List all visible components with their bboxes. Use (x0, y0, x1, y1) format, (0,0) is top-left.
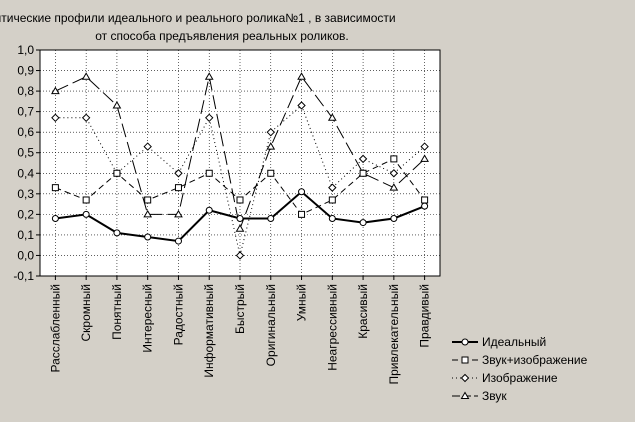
x-tick-label: Расслабленный (48, 284, 62, 373)
y-tick-label: 1,0 (17, 43, 34, 57)
data-point (236, 196, 244, 204)
data-point (112, 100, 122, 109)
data-point (205, 113, 214, 123)
data-point (205, 169, 213, 177)
data-point (297, 72, 306, 80)
data-point (204, 72, 214, 80)
data-point (298, 210, 306, 218)
data-point (267, 169, 275, 177)
legend-label: Изображение (482, 371, 558, 385)
x-tick-label: Привлекательный (387, 284, 401, 385)
data-point (328, 214, 336, 222)
data-point (390, 155, 398, 163)
series-4 (51, 72, 429, 232)
data-point (298, 188, 306, 196)
data-point (359, 169, 367, 177)
data-point (174, 237, 182, 245)
x-tick-label: Правдивый (418, 284, 432, 348)
data-point (174, 169, 183, 178)
x-tick-label: Скромный (79, 284, 93, 341)
x-tick-label: Оригинальный (264, 284, 278, 366)
data-point (235, 251, 245, 260)
x-tick-label: Интересный (141, 284, 155, 353)
data-point (81, 72, 91, 80)
legend-marker (460, 391, 470, 399)
x-tick-label: Информативный (202, 284, 216, 378)
y-tick-label: 0,0 (17, 248, 34, 262)
data-point (420, 154, 429, 162)
chart-title-line2: от способа предъявления реальных роликов… (95, 29, 349, 43)
data-point (266, 142, 276, 150)
data-point (358, 154, 368, 164)
data-point (51, 214, 59, 222)
series-1 (51, 188, 429, 245)
legend-entry: Звук (452, 389, 507, 403)
data-point (205, 206, 213, 214)
data-point (389, 183, 399, 191)
data-point (359, 219, 367, 227)
chart-title-line1: Семантические профили идеального и реаль… (0, 11, 396, 25)
legend-marker (460, 373, 470, 383)
data-point (420, 142, 429, 151)
plot-background (40, 50, 440, 276)
data-point (81, 113, 91, 123)
data-point (144, 233, 152, 241)
data-point (51, 86, 60, 95)
data-point (328, 183, 337, 192)
legend-entry: Идеальный (452, 335, 546, 349)
legend-label: Звук+изображение (482, 353, 588, 367)
y-tick-label: 0,6 (17, 125, 34, 139)
data-point (327, 113, 337, 121)
legend-entry: Изображение (452, 371, 558, 385)
data-point (267, 214, 275, 222)
x-tick-label: Понятный (110, 284, 124, 340)
x-tick-label: Красивый (356, 284, 370, 339)
data-point (143, 142, 152, 151)
data-point (82, 210, 90, 218)
data-point (82, 196, 90, 204)
legend-marker (461, 356, 469, 364)
y-tick-label: 0,8 (17, 84, 34, 98)
legend-label: Идеальный (482, 335, 546, 349)
data-point (421, 202, 429, 210)
plot-frame (39, 49, 441, 277)
legend: Идеальный Звук+изображение Изображение Звук (452, 335, 588, 403)
data-point (143, 209, 153, 218)
legend-entry: Звук+изображение (452, 353, 588, 367)
data-point (389, 169, 399, 178)
data-point (421, 196, 429, 204)
data-point (113, 229, 121, 237)
x-tick-label: Неагрессивный (325, 284, 339, 371)
data-point (235, 224, 245, 232)
y-tick-label: 0,1 (17, 228, 34, 242)
x-tick-label: Радостный (171, 284, 185, 345)
data-point (297, 101, 306, 110)
data-point (51, 184, 59, 192)
data-point (236, 214, 244, 222)
y-tick-label: 0,7 (17, 105, 34, 119)
y-tick-label: 0,3 (17, 187, 34, 201)
data-point (113, 169, 121, 177)
y-tick-label: 0,5 (17, 146, 34, 160)
data-point (144, 196, 152, 204)
x-tick-label: Умный (295, 284, 309, 321)
data-point (51, 113, 60, 123)
y-tick-label: 0,2 (17, 207, 34, 221)
legend-marker (461, 338, 469, 346)
plot-area: 1,0 0,9 0,8 0,7 0,6 0,5 0,4 0,3 0,2 0,1 0,0 -0,1 Рас… (13, 43, 441, 385)
y-tick-label: 0,4 (17, 166, 34, 180)
x-tick-label: Быстрый (233, 284, 247, 334)
data-point (174, 209, 183, 218)
legend-label: Звук (482, 389, 507, 403)
data-point (174, 184, 182, 192)
y-tick-label: 0,9 (17, 64, 34, 78)
data-point (390, 214, 398, 222)
data-point (266, 127, 275, 137)
y-tick-label: -0,1 (13, 269, 34, 283)
data-point (328, 196, 336, 204)
